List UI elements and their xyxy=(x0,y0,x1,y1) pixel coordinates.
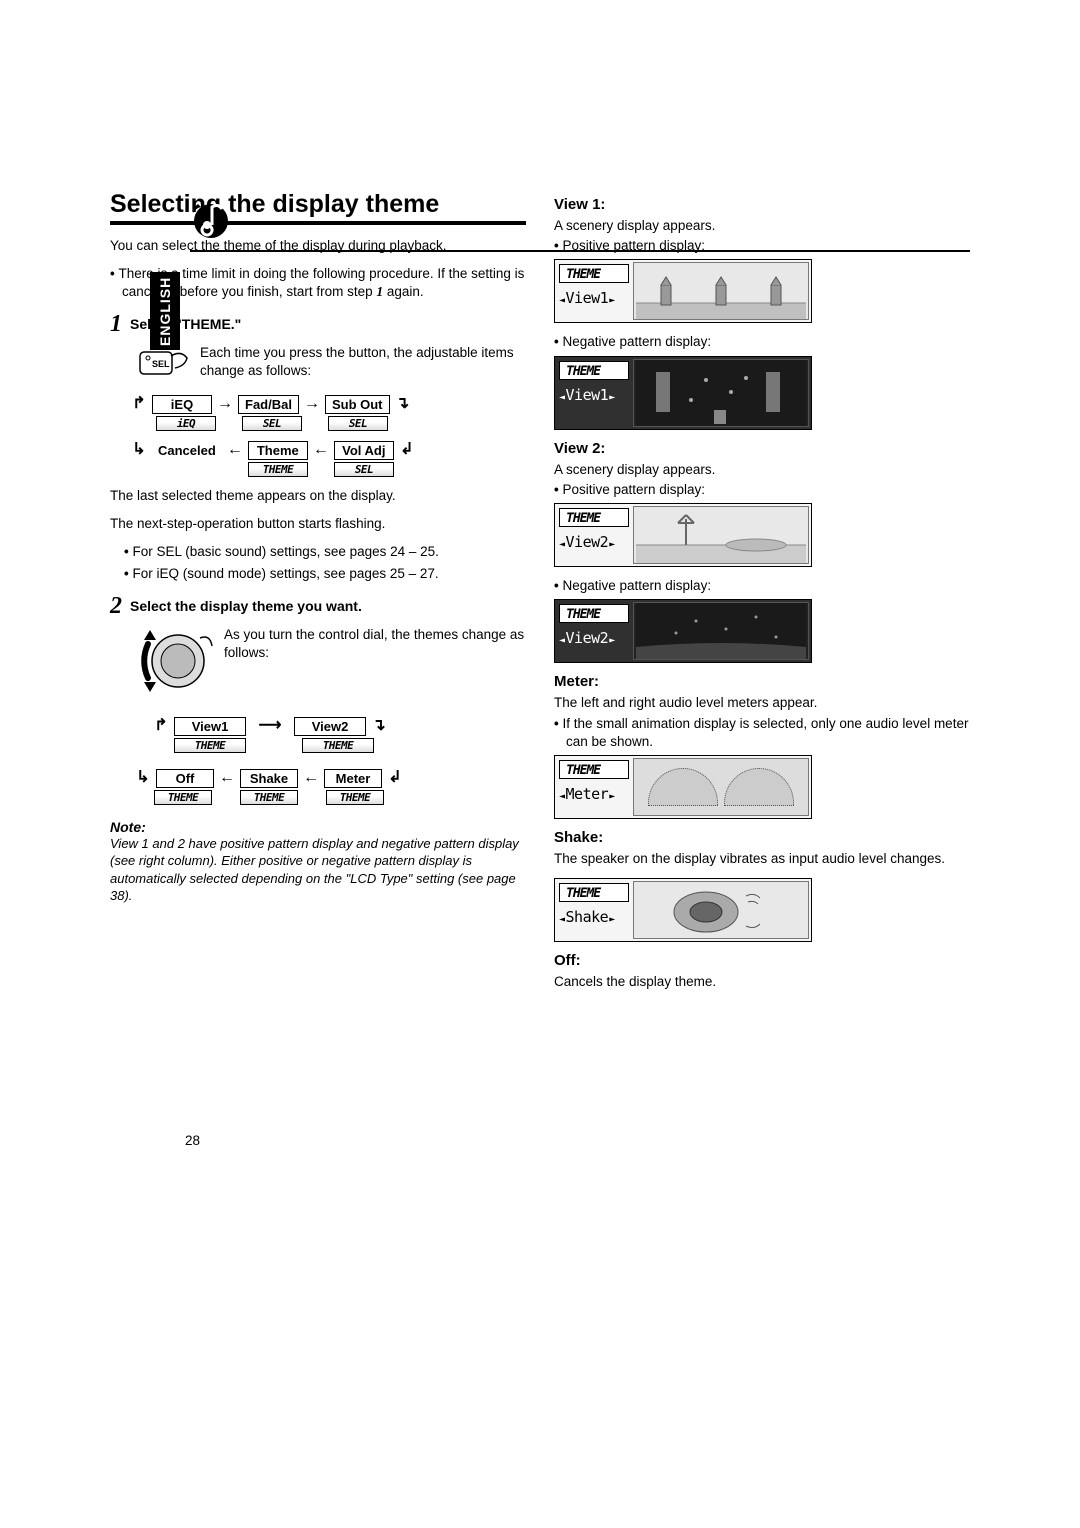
view-flow-diagram: ↱ View1 ⟶ View2 ↴ THEME THEME ↳ Off ← Sh… xyxy=(134,717,526,805)
flow-subout: Sub Out xyxy=(325,395,390,414)
meter-gauge-left xyxy=(648,768,718,806)
sel-button-row: SEL Each time you press the button, the … xyxy=(138,344,526,385)
dial-row: As you turn the control dial, the themes… xyxy=(138,626,526,701)
step-1-title: Select "THEME." xyxy=(130,312,241,332)
view2-pos-label: Positive pattern display: xyxy=(554,481,970,499)
note-body: View 1 and 2 have positive pattern displ… xyxy=(110,835,526,905)
shake-title: Shake: xyxy=(554,829,970,846)
step1-after1: The last selected theme appears on the d… xyxy=(110,487,526,505)
step-2-title: Select the display theme you want. xyxy=(130,594,362,614)
flow-voladj: Vol Adj xyxy=(334,441,394,460)
right-column: View 1: A scenery display appears. Posit… xyxy=(554,190,970,1001)
flow-off: Off xyxy=(156,769,214,788)
view1-positive-screenshot: THEME View1 xyxy=(554,259,812,323)
theme-flow-diagram: ↱ iEQ → Fad/Bal → Sub Out ↴ iEQ SEL SEL … xyxy=(130,395,526,477)
language-tab: ENGLISH xyxy=(150,272,180,350)
flow-canceled: Canceled xyxy=(152,442,222,459)
step-1-desc: Each time you press the button, the adju… xyxy=(200,344,526,380)
view1-pos-label: Positive pattern display: xyxy=(554,237,970,255)
step-2-header: 2 Select the display theme you want. xyxy=(110,594,526,618)
view1-title: View 1: xyxy=(554,196,970,213)
step1-refs: For SEL (basic sound) settings, see page… xyxy=(124,543,526,583)
intro-text: You can select the theme of the display … xyxy=(110,237,526,255)
strip-theme: THEME xyxy=(248,462,308,477)
off-title: Off: xyxy=(554,952,970,969)
flow-view1: View1 xyxy=(174,717,246,736)
shake-desc: The speaker on the display vibrates as i… xyxy=(554,850,970,868)
flow-theme: Theme xyxy=(248,441,308,460)
view2-negative-screenshot: THEME View2 xyxy=(554,599,812,663)
flow-meter: Meter xyxy=(324,769,382,788)
view1-desc: A scenery display appears. xyxy=(554,217,970,235)
view1-negative-screenshot: THEME View1 xyxy=(554,356,812,430)
title-underline xyxy=(110,221,526,225)
step1-after2: The next-step-operation button starts fl… xyxy=(110,515,526,533)
page-title: Selecting the display theme xyxy=(110,190,526,219)
view1-neg-label: Negative pattern display: xyxy=(554,333,970,351)
meter-sub: If the small animation display is select… xyxy=(554,715,970,751)
flow-ieq: iEQ xyxy=(152,395,212,414)
meter-screenshot: THEME Meter xyxy=(554,755,812,819)
view2-positive-screenshot: THEME View2 xyxy=(554,503,812,567)
strip-sel3: SEL xyxy=(334,462,394,477)
meter-desc: The left and right audio level meters ap… xyxy=(554,694,970,712)
meter-gauge-right xyxy=(724,768,794,806)
svg-text:SEL: SEL xyxy=(152,359,170,369)
strip-ieq: iEQ xyxy=(156,416,216,431)
step-2-desc: As you turn the control dial, the themes… xyxy=(224,626,526,662)
top-horizontal-rule xyxy=(190,250,970,252)
meter-title: Meter: xyxy=(554,673,970,690)
music-note-icon xyxy=(185,195,229,239)
flow-fadbal: Fad/Bal xyxy=(238,395,299,414)
view2-neg-label: Negative pattern display: xyxy=(554,577,970,595)
control-dial-icon xyxy=(138,626,214,701)
page-number: 28 xyxy=(185,1133,200,1148)
off-desc: Cancels the display theme. xyxy=(554,973,970,991)
note-title: Note: xyxy=(110,819,526,835)
step-2-number: 2 xyxy=(110,594,122,618)
flow-view2: View2 xyxy=(294,717,366,736)
view2-desc: A scenery display appears. xyxy=(554,461,970,479)
strip-sel1: SEL xyxy=(242,416,302,431)
step-1-number: 1 xyxy=(110,312,122,336)
shake-screenshot: THEME Shake xyxy=(554,878,812,942)
flow-shake: Shake xyxy=(240,769,298,788)
strip-sel2: SEL xyxy=(328,416,388,431)
view2-title: View 2: xyxy=(554,440,970,457)
